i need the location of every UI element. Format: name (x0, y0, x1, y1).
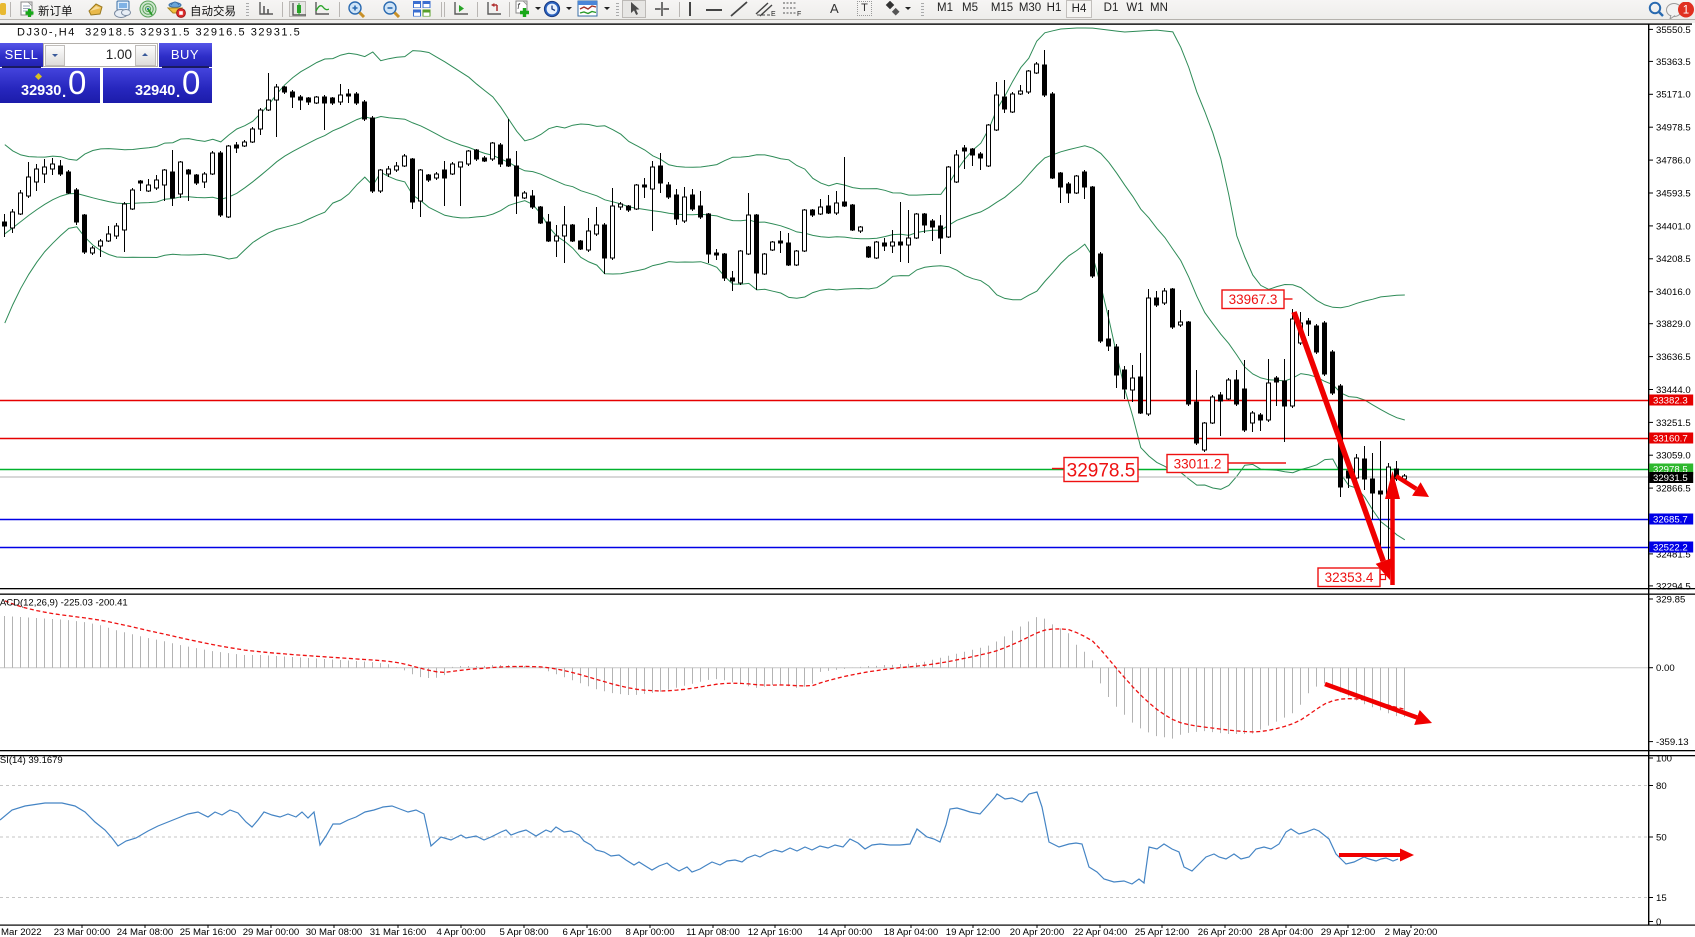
svg-text:5 Apr 08:00: 5 Apr 08:00 (499, 927, 548, 937)
svg-text:29 Apr 12:00: 29 Apr 12:00 (1321, 927, 1375, 937)
svg-text:1: 1 (1683, 5, 1689, 17)
svg-text:18 Apr 04:00: 18 Apr 04:00 (884, 927, 938, 937)
svg-text:100: 100 (1656, 753, 1672, 764)
svg-text:35363.5: 35363.5 (1656, 57, 1691, 68)
svg-text:Mar 2022: Mar 2022 (1, 927, 42, 937)
svg-text:29 Mar 00:00: 29 Mar 00:00 (243, 927, 300, 937)
svg-text:8 Apr 00:00: 8 Apr 00:00 (625, 927, 674, 937)
svg-text:25 Apr 12:00: 25 Apr 12:00 (1135, 927, 1189, 937)
svg-text:RSI(14) 39.1679: RSI(14) 39.1679 (0, 755, 63, 766)
svg-text:E: E (771, 11, 776, 17)
svg-text:30 Mar 08:00: 30 Mar 08:00 (306, 927, 363, 937)
svg-text:31 Mar 16:00: 31 Mar 16:00 (370, 927, 427, 937)
svg-text:26 Apr 20:00: 26 Apr 20:00 (1198, 927, 1252, 937)
svg-text:35550.5: 35550.5 (1656, 25, 1691, 36)
svg-text:33382.3: 33382.3 (1653, 396, 1688, 407)
svg-text:DJ30-,H4 32918.5 32931.5 3291: DJ30-,H4 32918.5 32931.5 32916.5 32931.5 (17, 27, 301, 39)
svg-text:32978.5: 32978.5 (1653, 465, 1688, 476)
svg-text:MACD(12,26,9) -225.03 -200.41: MACD(12,26,9) -225.03 -200.41 (0, 598, 128, 609)
svg-text:33160.7: 33160.7 (1653, 434, 1688, 445)
svg-text:12 Apr 16:00: 12 Apr 16:00 (748, 927, 802, 937)
svg-text:2 May 20:00: 2 May 20:00 (1385, 927, 1438, 937)
svg-text:32522.2: 32522.2 (1653, 543, 1688, 554)
svg-text:32294.5: 32294.5 (1656, 581, 1691, 592)
svg-text:19 Apr 12:00: 19 Apr 12:00 (946, 927, 1000, 937)
svg-text:F: F (797, 11, 801, 17)
svg-text:34016.0: 34016.0 (1656, 287, 1691, 298)
svg-text:329.85: 329.85 (1656, 594, 1685, 605)
svg-text:33251.5: 33251.5 (1656, 418, 1691, 429)
svg-text:-359.13: -359.13 (1656, 737, 1689, 748)
svg-text:33011.2: 33011.2 (1174, 456, 1222, 471)
svg-text:0: 0 (1656, 917, 1661, 928)
svg-text:33636.5: 33636.5 (1656, 352, 1691, 363)
svg-text:4 Apr 00:00: 4 Apr 00:00 (436, 927, 485, 937)
svg-text:32353.4: 32353.4 (1325, 570, 1374, 585)
svg-text:11 Apr 08:00: 11 Apr 08:00 (686, 927, 740, 937)
svg-text:25 Mar 16:00: 25 Mar 16:00 (180, 927, 237, 937)
svg-text:34593.5: 34593.5 (1656, 188, 1691, 199)
svg-text:34786.0: 34786.0 (1656, 156, 1691, 167)
svg-text:24 Mar 08:00: 24 Mar 08:00 (117, 927, 174, 937)
svg-text:34401.0: 34401.0 (1656, 221, 1691, 232)
svg-text:33059.0: 33059.0 (1656, 451, 1691, 462)
svg-text:34208.5: 34208.5 (1656, 254, 1691, 265)
svg-text:35171.0: 35171.0 (1656, 90, 1691, 101)
svg-text:6 Apr 16:00: 6 Apr 16:00 (562, 927, 611, 937)
svg-text:f: f (517, 2, 520, 11)
svg-text:23 Mar 00:00: 23 Mar 00:00 (54, 927, 111, 937)
svg-text:28 Apr 04:00: 28 Apr 04:00 (1259, 927, 1313, 937)
svg-text:22 Apr 04:00: 22 Apr 04:00 (1073, 927, 1127, 937)
svg-text:33829.0: 33829.0 (1656, 319, 1691, 330)
svg-text:15: 15 (1656, 893, 1667, 904)
svg-text:32978.5: 32978.5 (1067, 460, 1136, 481)
svg-text:33444.0: 33444.0 (1656, 385, 1691, 396)
svg-text:32481.5: 32481.5 (1656, 549, 1691, 560)
svg-text:50: 50 (1656, 832, 1667, 843)
svg-text:20 Apr 20:00: 20 Apr 20:00 (1010, 927, 1064, 937)
svg-text:14 Apr 00:00: 14 Apr 00:00 (818, 927, 872, 937)
svg-text:34978.5: 34978.5 (1656, 123, 1691, 134)
svg-text:0.00: 0.00 (1656, 663, 1675, 674)
svg-text:33967.3: 33967.3 (1229, 292, 1278, 307)
svg-text:80: 80 (1656, 781, 1667, 792)
svg-text:32866.5: 32866.5 (1656, 484, 1691, 495)
svg-text:32685.7: 32685.7 (1653, 515, 1688, 526)
svg-text:32931.5: 32931.5 (1653, 473, 1688, 484)
